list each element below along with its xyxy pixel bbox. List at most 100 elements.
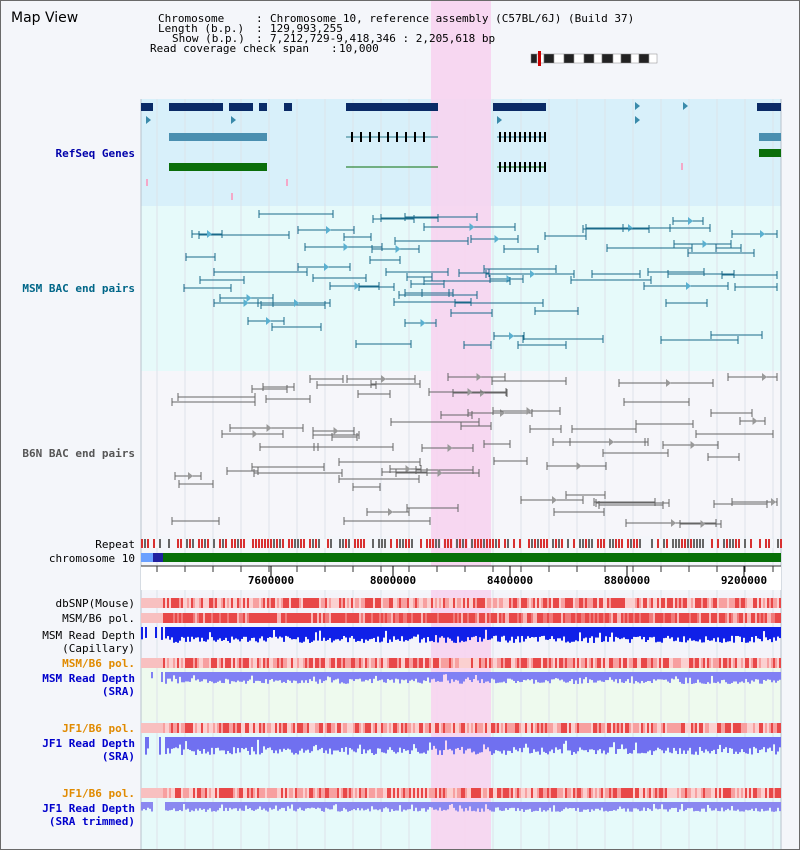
depth-bar [247,627,249,642]
heat-cell [717,723,719,733]
heat-cell [637,723,639,733]
heat-cell [755,723,757,733]
heat-cell [175,788,177,798]
heat-cell [765,613,767,623]
track-label-repeat[interactable]: Repeat [95,538,135,551]
heat-cell [443,613,445,623]
heat-cell [311,788,313,798]
depth-bar [585,737,587,751]
depth-bar [609,737,611,748]
depth-bar [369,737,371,750]
depth-bar [515,737,517,750]
heat-cell [291,598,293,608]
depth-bar [433,672,435,679]
heat-cell [513,598,515,608]
heat-cell [755,658,757,668]
heat-cell [751,723,753,733]
heat-cell [639,598,641,608]
depth-bar [343,737,345,752]
track-label-dbsnp[interactable]: dbSNP(Mouse) [55,597,135,610]
heat-cell [171,658,173,668]
track-label-msm-bac[interactable]: MSM BAC end pairs [22,282,135,295]
depth-bar [667,627,669,636]
depth-bar [165,802,167,811]
repeat-block [372,539,374,548]
depth-bar [695,672,697,683]
heat-cell [489,658,491,668]
heat-cell [613,598,615,608]
depth-bar [459,737,461,750]
depth-bar [535,802,537,811]
track-label-chromosome[interactable]: chromosome 10 [48,552,135,565]
heat-cell [627,613,629,623]
heat-cell [641,613,643,623]
depth-bar [207,672,209,683]
depth-bar [431,672,433,680]
repeat-block [567,539,569,548]
heat-cell [337,598,339,608]
track-label-jf1-read-depth[interactable]: JF1 Read Depth (SRA) [42,737,135,763]
gene-arrow [146,116,151,124]
depth-bar [605,802,607,811]
depth-bar [583,737,585,751]
heat-cell [649,788,651,798]
heat-cell [507,723,509,733]
depth-bar [385,672,387,683]
heat-cell [155,723,157,733]
heat-cell [365,598,367,608]
depth-bar [727,672,729,684]
depth-bar [641,627,643,640]
heat-cell [151,658,153,668]
heat-cell [329,788,331,798]
heat-cell [641,658,643,668]
heat-cell [459,598,461,608]
ideogram-band [543,53,555,64]
depth-bar [727,737,729,753]
heat-cell [395,723,397,733]
depth-bar [591,802,593,810]
heat-cell [387,598,389,608]
track-label-jf1-b6-pol-trim[interactable]: JF1/B6 pol. [62,787,135,800]
depth-bar [225,672,227,679]
depth-bar [673,737,675,748]
repeat-block [288,539,290,548]
heat-cell [523,788,525,798]
heat-cell [213,658,215,668]
heat-cell [771,658,773,668]
heat-cell [759,598,761,608]
track-label-msm-b6-pol[interactable]: MSM/B6 pol. [62,612,135,625]
depth-bar [199,737,201,752]
depth-bar [705,627,707,637]
depth-bar [505,737,507,755]
repeat-block [534,539,536,548]
refseq-gene [346,103,438,111]
heat-cell [347,788,349,798]
heat-cell [733,658,735,668]
repeat-block [678,539,680,548]
heat-cell [601,613,603,623]
depth-bar [729,672,731,684]
heat-cell [645,788,647,798]
heat-cell [655,788,657,798]
track-label-msm-read-depth-sra[interactable]: MSM Read Depth (SRA) [42,672,135,698]
heat-cell [441,723,443,733]
heat-cell [623,788,625,798]
heat-cell [241,613,243,623]
depth-bar [425,802,427,812]
track-label-jf1-read-depth-trim[interactable]: JF1 Read Depth (SRA trimmed) [42,802,135,828]
track-label-jf1-b6-pol[interactable]: JF1/B6 pol. [62,722,135,735]
depth-bar [171,737,173,749]
heat-cell [439,788,441,798]
gene-arrow [683,102,688,110]
depth-bar [435,802,437,810]
depth-bar [669,737,671,753]
track-label-msm-b6-pol-sra[interactable]: MSM/B6 pol. [62,657,135,670]
depth-bar [345,672,347,684]
heat-cell [631,658,633,668]
depth-bar [255,802,257,810]
track-label-msm-read-depth-cap[interactable]: MSM Read Depth (Capillary) [42,629,135,655]
depth-bar [303,672,305,683]
track-label-refseq-genes[interactable]: RefSeq Genes [55,147,135,160]
track-label-b6n-bac[interactable]: B6N BAC end pairs [22,447,135,460]
